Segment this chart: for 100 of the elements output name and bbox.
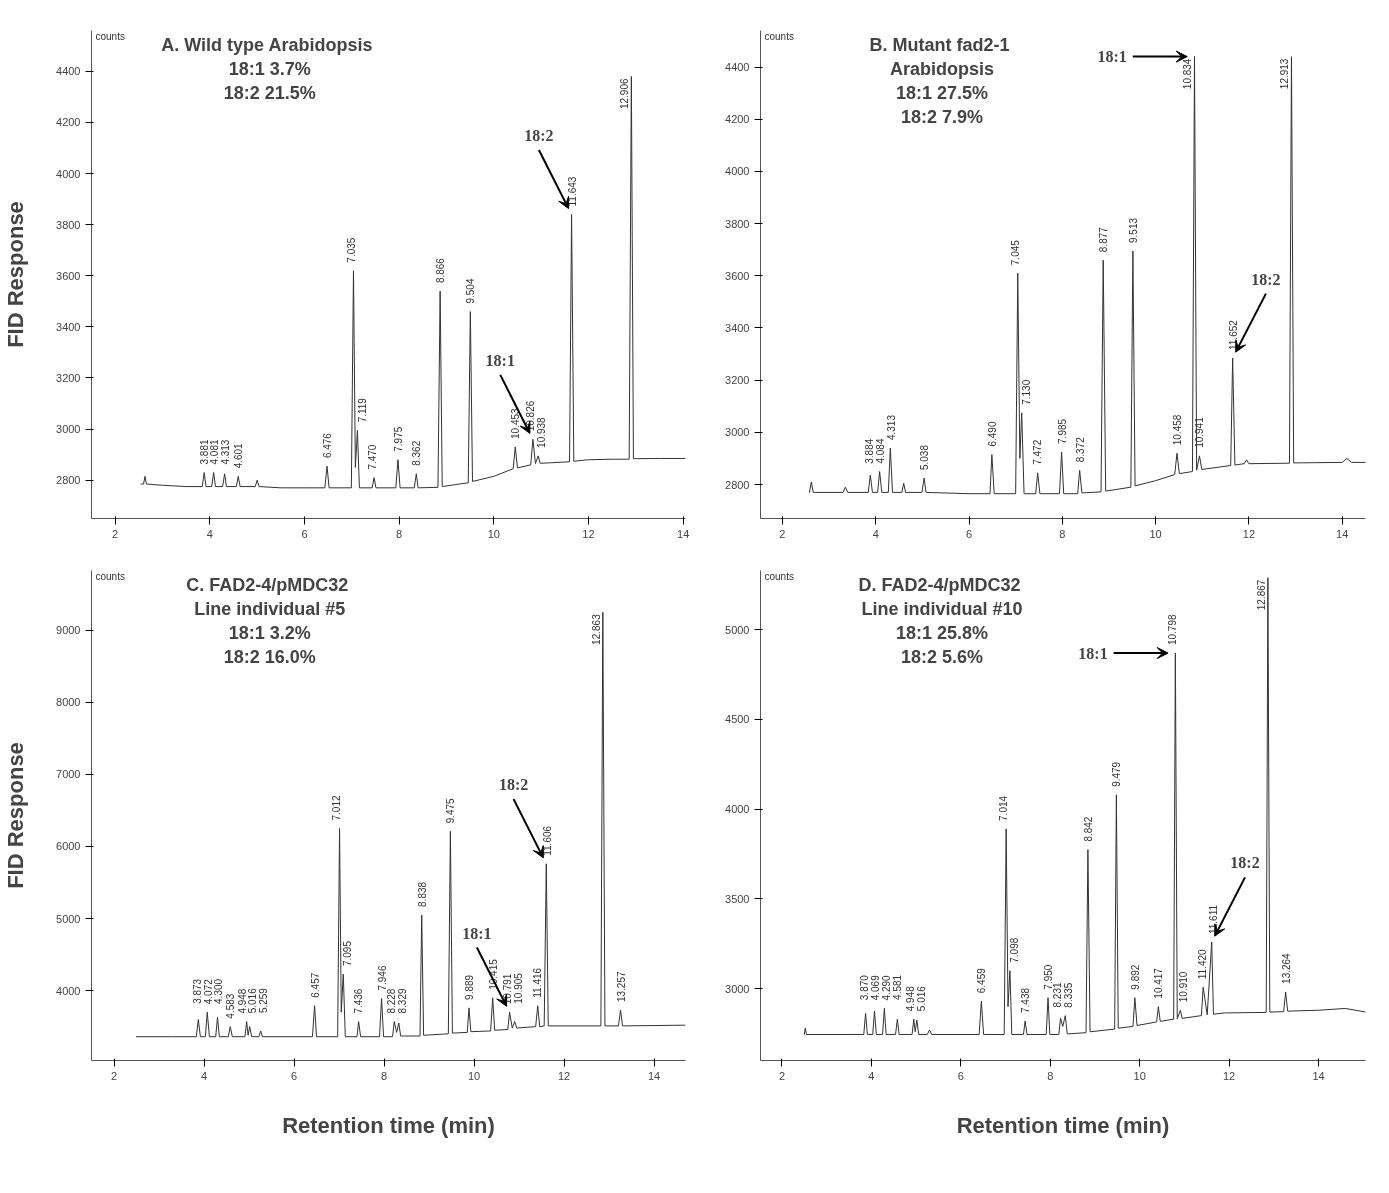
annotation: 18:2	[498, 776, 529, 794]
annotation: 10.941	[1194, 416, 1206, 448]
x-tick-label: 2	[110, 1069, 118, 1082]
annotation: 10.791	[501, 973, 513, 1005]
x-tick-label: 6	[301, 527, 308, 540]
annotation: 6.459	[976, 967, 988, 994]
x-tick-label: 4	[872, 527, 879, 540]
annotation: 10.910	[1178, 971, 1190, 1003]
x-tick-label: 4	[206, 527, 213, 540]
annotation: counts	[95, 30, 125, 42]
x-tick-label: 12	[1242, 527, 1256, 540]
annotation: 9.889	[464, 974, 476, 1000]
annotation: 6.476	[322, 432, 334, 459]
text: D. FAD2-4/pMDC32 Line individual #10 18:1 25.8% 18:2 5.6%	[858, 574, 1023, 667]
x-tick-label: 8	[396, 527, 403, 540]
y-tick-label: 4000	[725, 803, 750, 816]
annotation: 8.372	[1074, 436, 1086, 463]
y-tick-label: 4200	[56, 116, 81, 129]
annotation: 4.072	[202, 978, 214, 1005]
annotation: 18:2	[1251, 270, 1281, 288]
annotation: 8.335	[1063, 982, 1075, 1008]
x-tick-label: 8	[380, 1069, 388, 1082]
x-tick-label: 2	[779, 527, 786, 540]
annotation: 4.069	[869, 974, 881, 1001]
y-tick-label: 9000	[56, 624, 81, 637]
y-tick-label: 2800	[56, 474, 81, 487]
y-tick-label: 4000	[56, 167, 81, 180]
x-tick-label: 10	[467, 1069, 481, 1082]
annotation: 18:2	[1230, 854, 1260, 872]
text: C. FAD2-4/pMDC32 Line individual #5 18:1 3.2% 18:2 16.0%	[186, 574, 349, 667]
annotation: 4.583	[225, 993, 237, 1019]
annotation: 4.290	[881, 974, 893, 1001]
annotation: 7.470	[367, 444, 379, 470]
x-tick-label: 2	[112, 527, 119, 540]
y-tick-label: 4500	[725, 713, 750, 726]
x-tick-label: 14	[647, 1069, 661, 1082]
annotation: 8.838	[416, 881, 428, 907]
annotation: 11.606	[542, 825, 554, 856]
annotation: 4.948	[904, 985, 916, 1012]
y-tick-label: 3200	[725, 374, 750, 387]
x-tick-label: 12	[582, 527, 595, 540]
x-tick-label: 4	[200, 1069, 208, 1082]
annotation: 13.257	[615, 971, 627, 1003]
annotation: 5.259	[258, 987, 270, 1014]
y-tick-label: 3500	[725, 892, 750, 905]
annotation: 5.038	[919, 444, 931, 471]
annotation: 8.842	[1082, 816, 1094, 842]
annotation: 4.084	[875, 438, 887, 464]
annotation: 12.913	[1279, 58, 1291, 90]
y-tick-label: 7000	[56, 768, 81, 781]
annotation: 10.417	[1153, 967, 1165, 999]
annotation: counts	[95, 570, 125, 582]
annotation: 7.095	[342, 940, 354, 967]
annotation: 3.870	[858, 974, 870, 1001]
annotation: 9.513	[1127, 217, 1139, 244]
annotation: 7.045	[1009, 239, 1021, 266]
annotation: 6.457	[309, 972, 321, 998]
annotation: 8.866	[435, 257, 447, 284]
text: B. Mutant fad2-1 Arabidopsis 18:1 27.5% 18:2 7.9%	[869, 34, 1010, 127]
x-tick-label: 6	[290, 1069, 298, 1082]
annotation: 4.313	[886, 414, 898, 441]
x-tick-label: 10	[487, 527, 500, 540]
x-tick-label: 14	[1312, 1069, 1325, 1082]
y-tick-label: 3800	[56, 218, 81, 231]
y-axis-title: FID Response	[3, 201, 29, 348]
y-tick-label: 2800	[725, 478, 750, 491]
annotation: 12.867	[1255, 579, 1267, 611]
annotation: 7.436	[352, 988, 364, 1014]
annotation: 7.472	[1031, 439, 1043, 465]
annotation: 7.985	[1056, 418, 1068, 444]
x-axis-title: Retention time (min)	[956, 1112, 1170, 1138]
y-tick-label: 3400	[725, 322, 750, 334]
annotation: 10.826	[525, 400, 537, 432]
x-tick-label: 8	[1047, 1069, 1054, 1082]
annotation: 10.905	[512, 972, 524, 1004]
y-axis-title: FID Response	[3, 742, 29, 889]
annotation: 4.081	[209, 439, 221, 465]
annotation: 7.946	[376, 965, 388, 991]
annotation: 7.098	[1008, 937, 1020, 963]
y-tick-label: 4200	[725, 113, 750, 126]
annotation: 7.012	[331, 795, 343, 821]
y-tick-label: 4000	[725, 165, 750, 178]
x-tick-label: 2	[778, 1069, 786, 1082]
annotation: 8.362	[411, 440, 423, 466]
x-tick-label: 6	[957, 1069, 964, 1082]
annotation: 18:1	[462, 924, 492, 942]
y-tick-label: 5000	[725, 623, 750, 636]
x-tick-label: 12	[557, 1069, 571, 1082]
annotation: 7.950	[1043, 964, 1055, 990]
x-tick-label: 14	[677, 527, 690, 540]
annotation: 7.975	[392, 426, 404, 452]
text: A. Wild type Arabidopsis 18:1 3.7% 18:2 21.5%	[161, 34, 373, 103]
annotation: 10.798	[1167, 614, 1179, 646]
y-tick-label: 4400	[56, 65, 81, 78]
annotation: 3.881	[198, 439, 210, 465]
annotation: 18:2	[524, 127, 554, 145]
annotation: 11.643	[566, 176, 578, 207]
annotation: 18:1	[485, 351, 515, 369]
x-tick-label: 4	[868, 1069, 875, 1082]
y-tick-label: 3400	[56, 320, 81, 333]
